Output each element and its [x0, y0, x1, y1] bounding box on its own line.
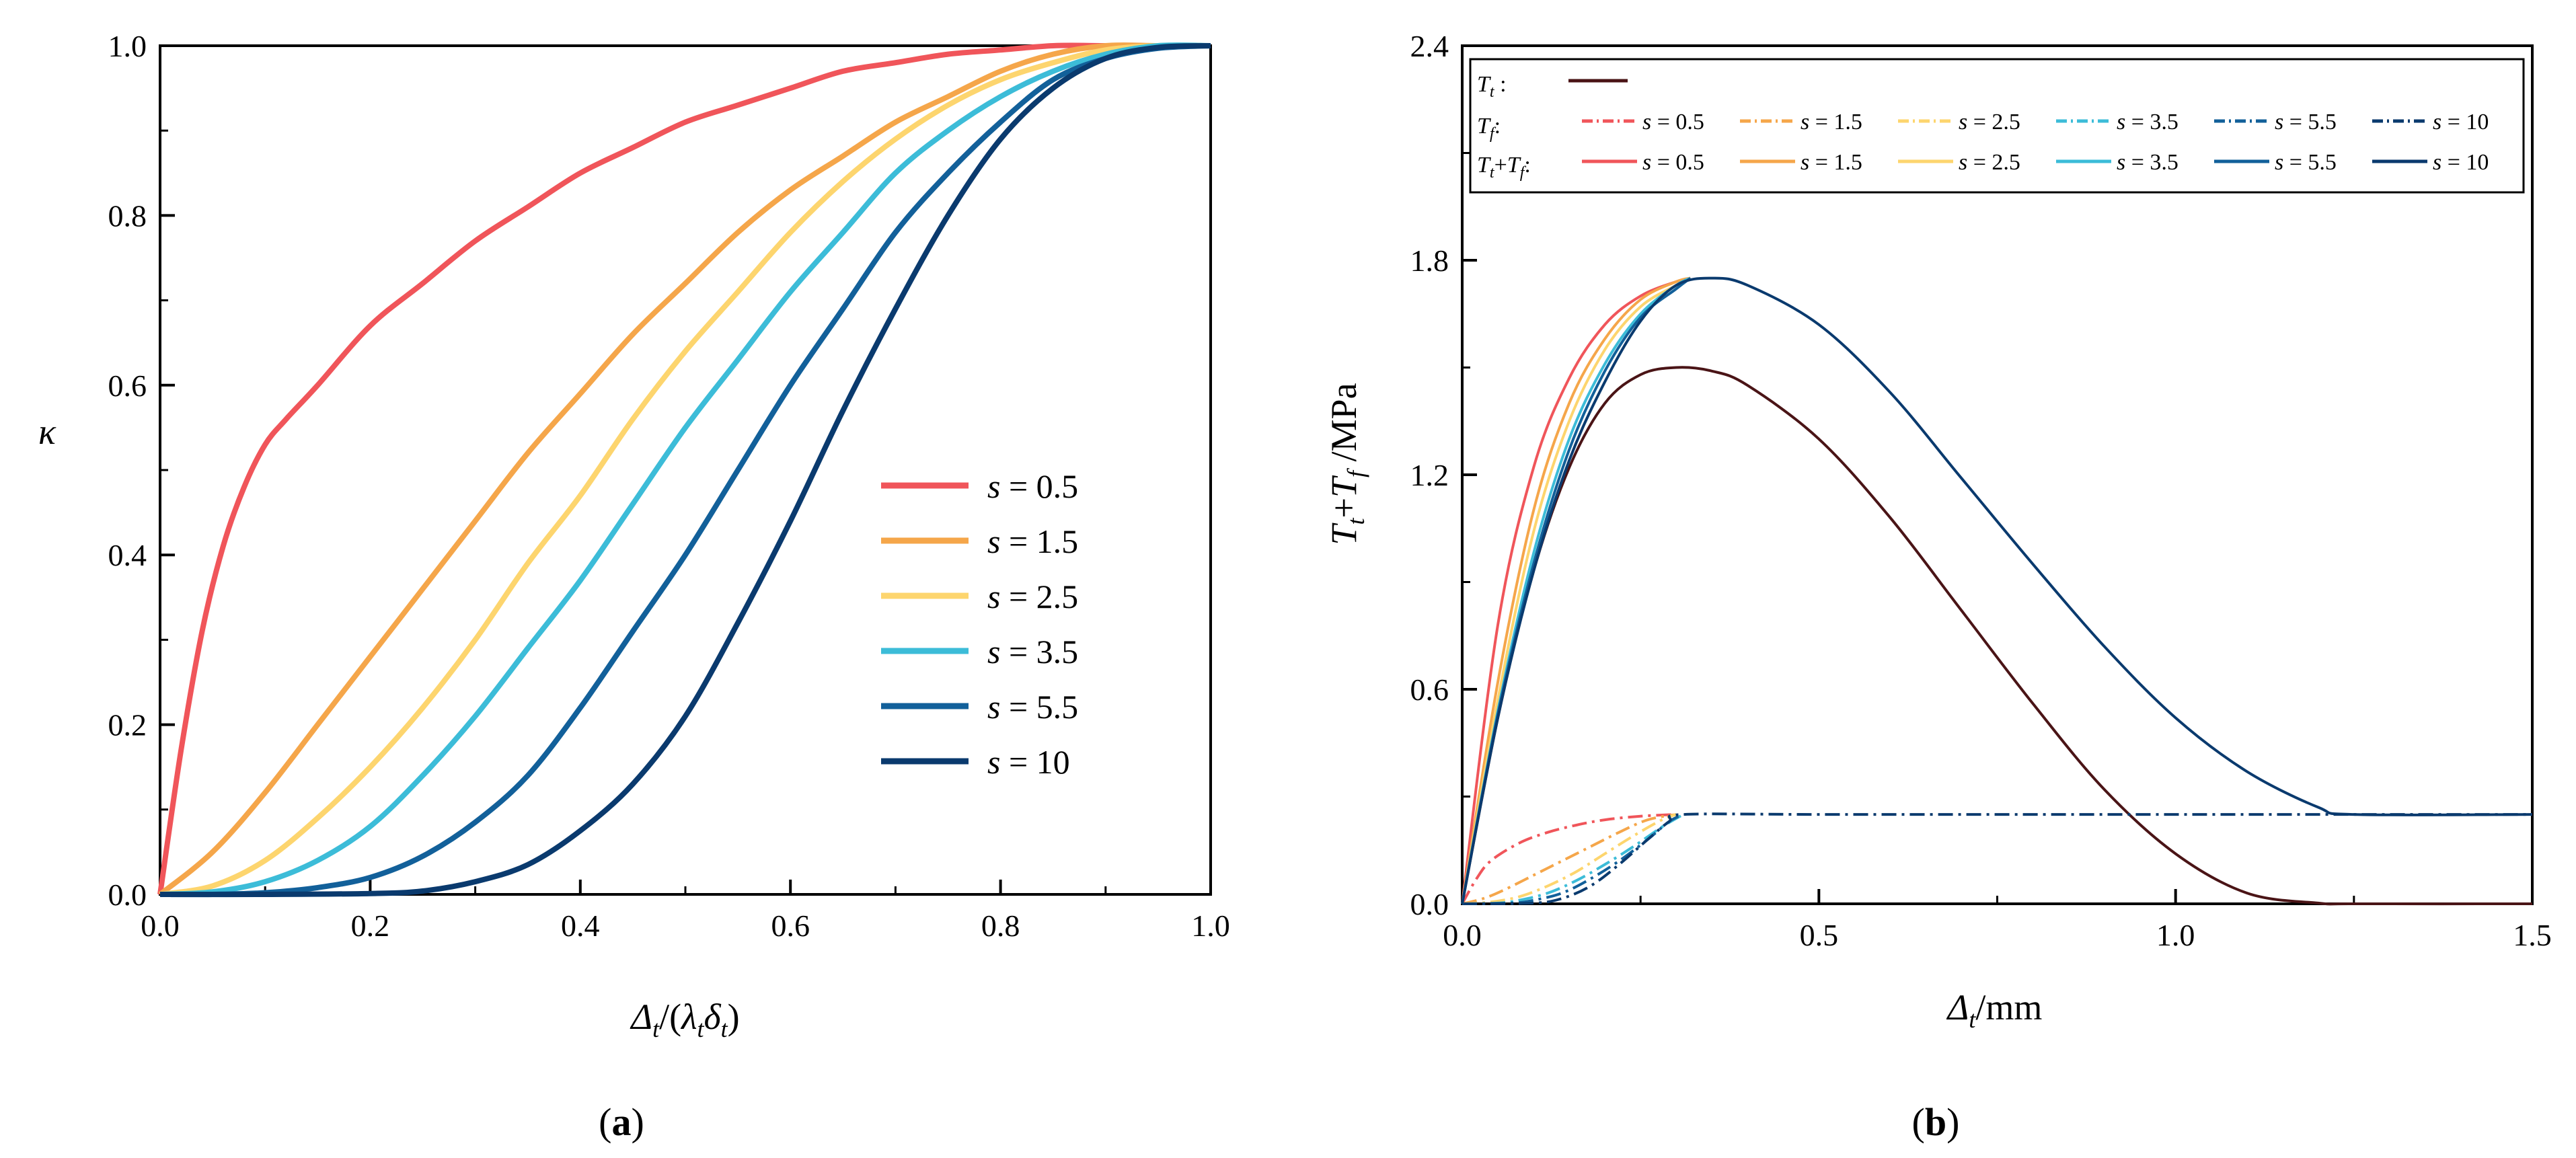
series-line-s-3-5 [159, 42, 1211, 897]
series-line-tt-tf-s-1-5 [1461, 276, 1691, 904]
series-line-tf-s-10 [1462, 812, 2533, 905]
series-line-tf-s-2-5 [1462, 813, 1677, 905]
legend-label-ttf-s-3-5: s = 3.5 [2117, 150, 2179, 175]
y-tick-label-a: 0.2 [108, 708, 147, 742]
legend-label-tf-s-2-5: s = 2.5 [1959, 110, 2020, 134]
legend-label-tf-s-0-5: s = 0.5 [1642, 110, 1704, 134]
legend-label-ttf-s-1-5: s = 1.5 [1801, 150, 1862, 175]
axis-ticks-b: 0.0 0.5 1.0 1.5 0.0 0.6 1.2 1.8 2.4 [1410, 29, 2552, 952]
series-line-tt-tf-s-5-5 [1461, 276, 1692, 904]
legend-label-ttf-s-0-5: s = 0.5 [1642, 150, 1704, 175]
legend-label-s-2-5: s = 2.5 [987, 578, 1078, 615]
y-tick-label-b: 1.8 [1410, 243, 1449, 278]
panel-b: 0.0 0.5 1.0 1.5 0.0 0.6 1.2 1.8 2.4 Tt : Tf: Tt+… [1324, 29, 2552, 1144]
series-line-tt-tf-s-10 [1461, 276, 2533, 904]
y-tick-label-a: 1.0 [108, 29, 147, 63]
panel-a: 0.0 0.2 0.4 0.6 0.8 1.0 0.0 0.2 0.4 0.6 0.8 1.0 s =… [38, 29, 1230, 1144]
legend-box-b [1469, 58, 2525, 194]
series-line-tf-s-0-5 [1461, 813, 1677, 904]
axis-ticks-a: 0.0 0.2 0.4 0.6 0.8 1.0 0.0 0.2 0.4 0.6 0.8 1.0 [108, 29, 1230, 943]
series-line-tt-tf-s-0-5 [1461, 276, 1691, 904]
legend-label-ttf-s-10: s = 10 [2433, 150, 2489, 175]
x-tick-label-b: 0.5 [1800, 918, 1839, 952]
series-line-s-1-5 [158, 42, 1211, 897]
ylabel-a: κ [38, 412, 56, 452]
y-tick-label-b: 1.2 [1410, 458, 1449, 492]
series-line-tt-tf-s-2-5 [1461, 276, 1692, 904]
legend-label-s-0-5: s = 0.5 [987, 467, 1078, 505]
x-tick-label-b: 0.0 [1443, 918, 1482, 952]
legend-label-ttf-s-5-5: s = 5.5 [2275, 150, 2337, 175]
series-line-s-10 [159, 43, 1211, 898]
y-tick-label-a: 0.4 [108, 538, 147, 572]
legend-items-b: s = 0.5 s = 1.5 s = 2.5 s = 3.5 s = 5.5 s = 1… [1568, 79, 2489, 175]
legend-b: Tt : Tf: Tt+Tf: s = 0.5 s = 1.5 s = 2.5 s =… [1469, 58, 2525, 194]
y-tick-label-b: 2.4 [1410, 29, 1449, 63]
legend-row-tt-label: Tt : [1477, 72, 1507, 101]
series-line-s-2-5 [159, 42, 1211, 897]
xlabel-a: Δt/(λtδt) [630, 997, 739, 1042]
y-tick-label-b: 0.0 [1410, 887, 1449, 921]
series-lines-b [1461, 276, 2533, 906]
x-tick-label-a: 0.8 [981, 909, 1020, 943]
legend-a: s = 0.5 s = 1.5 s = 2.5 s = 3.5 s = 5.5 s = 1… [881, 467, 1078, 781]
series-line-tt [1461, 366, 2533, 906]
x-tick-label-a: 0.6 [771, 909, 810, 943]
x-tick-label-a: 0.4 [561, 909, 600, 943]
x-tick-label-a: 0.2 [351, 909, 390, 943]
legend-label-s-1-5: s = 1.5 [987, 523, 1078, 560]
panel-label-a: (a) [599, 1100, 644, 1144]
y-tick-label-a: 0.8 [108, 198, 147, 233]
legend-label-tf-s-3-5: s = 3.5 [2117, 110, 2179, 134]
series-lines-a [157, 42, 1211, 898]
ylabel-b: Tt+Tf /MPa [1324, 383, 1369, 545]
y-tick-label-a: 0.0 [108, 878, 147, 912]
legend-row-tf-label: Tf: [1477, 114, 1501, 143]
x-tick-label-a: 0.0 [141, 909, 180, 943]
panel-label-b-text: b [1925, 1100, 1946, 1144]
legend-label-tf-s-1-5: s = 1.5 [1801, 110, 1862, 134]
xlabel-b: Δt/mm [1946, 987, 2043, 1033]
legend-label-tf-s-10: s = 10 [2433, 110, 2489, 134]
legend-row-ttf-label: Tt+Tf: [1477, 153, 1531, 182]
legend-label-s-5-5: s = 5.5 [987, 688, 1078, 726]
series-line-s-0-5 [157, 42, 1211, 895]
legend-label-ttf-s-2-5: s = 2.5 [1959, 150, 2020, 175]
y-tick-label-a: 0.6 [108, 369, 147, 403]
series-line-s-5-5 [159, 43, 1211, 898]
series-line-tf-s-3-5 [1462, 813, 1684, 905]
series-line-tt-tf-s-3-5 [1461, 276, 1692, 904]
legend-label-s-10: s = 10 [987, 743, 1070, 781]
panel-label-b: (b) [1912, 1100, 1960, 1144]
legend-label-s-3-5: s = 3.5 [987, 633, 1078, 670]
series-line-tf-s-5-5 [1462, 813, 1684, 905]
x-tick-label-b: 1.0 [2156, 918, 2195, 952]
legend-label-tf-s-5-5: s = 5.5 [2275, 110, 2337, 134]
series-line-tf-s-1-5 [1462, 813, 1677, 905]
y-tick-label-b: 0.6 [1410, 672, 1449, 707]
panel-label-a-text: a [612, 1100, 632, 1144]
x-tick-label-a: 1.0 [1191, 909, 1230, 943]
x-tick-label-b: 1.5 [2513, 918, 2552, 952]
